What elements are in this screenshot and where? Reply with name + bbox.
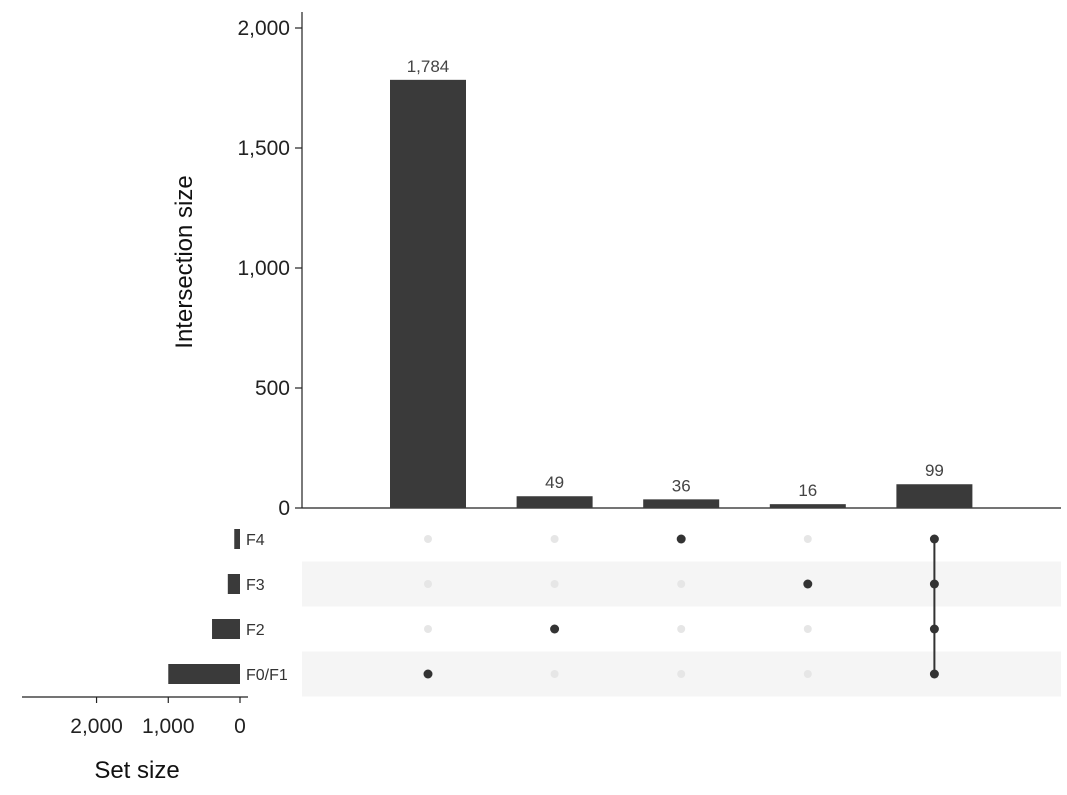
set-size-bar xyxy=(212,619,240,639)
set-size-tick-label: 1,000 xyxy=(142,715,195,738)
membership-dot-inactive xyxy=(677,670,686,678)
set-name-label: F3 xyxy=(246,577,265,594)
set-size-bar xyxy=(227,574,240,594)
intersection-bar xyxy=(390,79,466,508)
membership-dot-inactive xyxy=(550,535,559,543)
set-name-label: F4 xyxy=(246,532,265,549)
set-size-tick-label: 0 xyxy=(234,715,246,738)
membership-matrix xyxy=(423,534,939,679)
intersection-bar xyxy=(769,504,846,508)
set-size-bar xyxy=(234,529,240,549)
membership-dot-inactive xyxy=(424,535,432,543)
membership-dot-active xyxy=(929,624,939,634)
set-name-label: F2 xyxy=(246,622,265,639)
membership-dot-inactive xyxy=(550,670,559,678)
membership-dot-inactive xyxy=(424,580,432,588)
y-tick-label: 1,000 xyxy=(237,257,290,280)
membership-dot-active xyxy=(423,669,433,679)
membership-dot-active xyxy=(803,579,813,589)
y-tick-label: 500 xyxy=(255,377,290,400)
set-size-axis-title: Set size xyxy=(94,757,179,784)
membership-dot-active xyxy=(929,534,939,544)
intersection-bar-label: 36 xyxy=(672,476,691,495)
intersection-size-axis-title: Intersection size xyxy=(171,175,198,348)
set-name-labels: F4 F3 F2 F0/F1 xyxy=(246,532,288,684)
intersection-bar-label: 49 xyxy=(545,473,564,492)
membership-dot-inactive xyxy=(803,670,812,678)
intersection-bar xyxy=(896,484,973,508)
membership-dot-inactive xyxy=(803,535,812,543)
intersection-size-axis: 0 500 1,000 1,500 2,000 xyxy=(237,12,1061,520)
membership-dot-inactive xyxy=(424,625,432,633)
membership-dot-inactive xyxy=(677,625,686,633)
set-size-bar xyxy=(168,664,240,684)
intersection-bar-label: 16 xyxy=(798,481,817,500)
intersection-bar-label: 99 xyxy=(925,461,944,480)
intersection-bar xyxy=(516,496,593,508)
y-tick-label: 1,500 xyxy=(237,137,290,160)
set-size-axis: 2,000 1,000 0 xyxy=(22,696,248,738)
membership-dot-inactive xyxy=(677,580,686,588)
membership-dot-inactive xyxy=(550,580,559,588)
intersection-bars xyxy=(390,79,973,508)
membership-dot-active xyxy=(676,534,686,544)
y-tick-label: 0 xyxy=(278,497,290,520)
membership-dot-active xyxy=(929,669,939,679)
set-size-bars xyxy=(168,529,240,684)
set-name-label: F0/F1 xyxy=(246,667,288,684)
membership-dot-active xyxy=(550,624,560,634)
membership-dot-active xyxy=(929,579,939,589)
y-tick-label: 2,000 xyxy=(237,17,290,40)
intersection-bar-label: 1,784 xyxy=(407,57,450,76)
membership-dot-inactive xyxy=(803,625,812,633)
set-size-tick-label: 2,000 xyxy=(70,715,123,738)
intersection-bar-labels: 1,784 49 36 16 99 xyxy=(407,57,944,500)
intersection-bar xyxy=(643,499,720,508)
